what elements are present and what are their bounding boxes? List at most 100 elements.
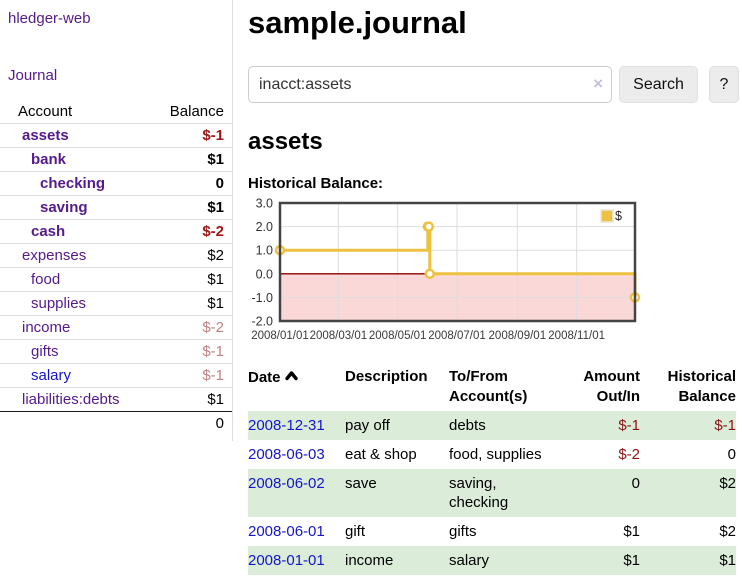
svg-text:2008/03/01: 2008/03/01 — [310, 330, 368, 342]
register-row: 2008-06-02 save saving, checking 0 $2 — [248, 469, 736, 517]
transaction-amount: $1 — [561, 546, 640, 575]
transaction-balance: $-1 — [640, 411, 736, 440]
account-row: gifts $-1 — [0, 339, 232, 364]
account-link-checking[interactable]: checking — [40, 175, 106, 192]
account-heading: assets — [248, 128, 323, 155]
main-content: sample.journal × Search ? assets Histori… — [248, 0, 742, 575]
transaction-date-link[interactable]: 2008-06-02 — [248, 475, 325, 492]
account-link-cash[interactable]: cash — [31, 223, 66, 240]
account-link-salary[interactable]: salary — [31, 367, 72, 384]
account-balance: $1 — [207, 295, 224, 312]
transaction-amount: $1 — [623, 523, 640, 540]
transaction-date-link[interactable]: 2008-12-31 — [248, 417, 325, 434]
account-balance: $1 — [207, 151, 224, 168]
accounts-table: Account Balance assets $-1 bank $1 checking 0… — [0, 100, 232, 436]
page-title: sample.journal — [248, 5, 467, 40]
account-row: cash $-2 — [0, 219, 232, 244]
search-button[interactable]: Search — [619, 66, 698, 103]
account-row: income $-2 — [0, 315, 232, 340]
chart-container: $3.0 2.0 1.0 0.0 -1.0 -2.0 2008/01/01 2008/03/0… — [248, 197, 742, 344]
account-balance: $-2 — [202, 319, 224, 336]
transaction-date-link[interactable]: 2008-06-01 — [248, 523, 325, 540]
register-date-header[interactable]: Date — [248, 365, 345, 411]
account-row: salary $-1 — [0, 363, 232, 388]
sidebar-item-journal[interactable]: Journal — [8, 67, 58, 84]
account-balance: $2 — [207, 247, 224, 264]
register-row: 2008-06-03 eat & shop food, supplies $-2 0 — [248, 440, 736, 469]
transaction-accounts: salary — [449, 546, 561, 575]
chart-title: Historical Balance: — [248, 175, 384, 192]
register-row: 2008-12-31 pay off debts $-1 $-1 — [248, 411, 736, 440]
register-accounts-header: To/From Account(s) — [449, 368, 528, 405]
account-balance: $1 — [207, 391, 224, 408]
transaction-description: pay off — [345, 411, 449, 440]
account-link-bank[interactable]: bank — [31, 151, 67, 168]
account-row: expenses $2 — [0, 243, 232, 268]
transaction-amount: 0 — [561, 469, 640, 517]
account-balance: $1 — [207, 199, 224, 216]
svg-text:-2.0: -2.0 — [251, 315, 273, 329]
register-amount-header: Amount Out/In — [583, 368, 640, 405]
accounts-total-balance: 0 — [215, 415, 224, 433]
help-button[interactable]: ? — [709, 66, 739, 103]
sort-ascending-icon — [284, 367, 298, 387]
search-input[interactable] — [248, 66, 612, 103]
register-description-header: Description — [345, 368, 428, 385]
account-balance: $-1 — [202, 127, 224, 144]
account-link-assets[interactable]: assets — [22, 127, 69, 144]
sidebar: hledger-web Journal Account Balance asse… — [0, 0, 233, 441]
svg-text:2008/01/01: 2008/01/01 — [251, 330, 309, 342]
account-link-expenses[interactable]: expenses — [22, 247, 87, 264]
svg-text:2008/07/01: 2008/07/01 — [428, 330, 486, 342]
transaction-description: eat & shop — [345, 446, 417, 463]
account-row: checking 0 — [0, 171, 232, 196]
svg-text:2008/09/01: 2008/09/01 — [489, 330, 547, 342]
transaction-description: income — [345, 546, 449, 575]
account-row: bank $1 — [0, 147, 232, 172]
transaction-amount: $-1 — [561, 411, 640, 440]
transaction-balance: $2 — [640, 469, 736, 517]
accounts-table-balance-header: Balance — [169, 103, 224, 120]
register-row: 2008-01-01 income salary $1 $1 — [248, 546, 736, 575]
clear-search-icon[interactable]: × — [593, 74, 603, 93]
svg-text:$: $ — [615, 209, 622, 223]
transaction-description: gift — [345, 523, 366, 540]
account-row: assets $-1 — [0, 123, 232, 148]
transaction-balance: 0 — [727, 446, 736, 463]
svg-text:2.0: 2.0 — [256, 220, 273, 234]
account-balance: 0 — [215, 175, 224, 192]
transaction-amount: $-2 — [618, 446, 640, 463]
account-link-gifts[interactable]: gifts — [31, 343, 59, 360]
register-balance-header: Historical Balance — [667, 368, 736, 405]
transaction-accounts: saving, checking — [449, 469, 561, 517]
svg-text:-1.0: -1.0 — [251, 291, 273, 305]
transaction-date-link[interactable]: 2008-01-01 — [248, 552, 325, 569]
svg-text:0.0: 0.0 — [256, 267, 273, 281]
transaction-accounts: debts — [449, 411, 561, 440]
accounts-total-row: 0 — [0, 411, 232, 436]
search-form: × Search ? — [248, 66, 742, 103]
register-table: Date Description To/From Account(s) Amou… — [248, 365, 736, 575]
svg-text:2008/05/01: 2008/05/01 — [369, 330, 427, 342]
transaction-accounts: food, supplies — [449, 446, 542, 463]
account-row: food $1 — [0, 267, 232, 292]
transaction-balance: $1 — [640, 546, 736, 575]
transaction-date-link[interactable]: 2008-06-03 — [248, 446, 325, 463]
account-balance: $-1 — [202, 343, 224, 360]
app-brand-link[interactable]: hledger-web — [8, 10, 91, 27]
account-balance: $-2 — [202, 223, 224, 240]
svg-text:3.0: 3.0 — [256, 197, 273, 211]
account-link-supplies[interactable]: supplies — [31, 295, 87, 312]
account-row: supplies $1 — [0, 291, 232, 316]
account-balance: $1 — [207, 271, 224, 288]
transaction-description: save — [345, 469, 449, 517]
account-balance: $-1 — [202, 367, 224, 384]
svg-text:2008/11/01: 2008/11/01 — [548, 330, 605, 342]
account-link-liabilities-debts[interactable]: liabilities:debts — [22, 391, 120, 408]
account-link-food[interactable]: food — [31, 271, 61, 288]
account-link-saving[interactable]: saving — [40, 199, 88, 216]
account-link-income[interactable]: income — [22, 319, 71, 336]
account-row: saving $1 — [0, 195, 232, 220]
svg-text:1.0: 1.0 — [256, 244, 273, 258]
